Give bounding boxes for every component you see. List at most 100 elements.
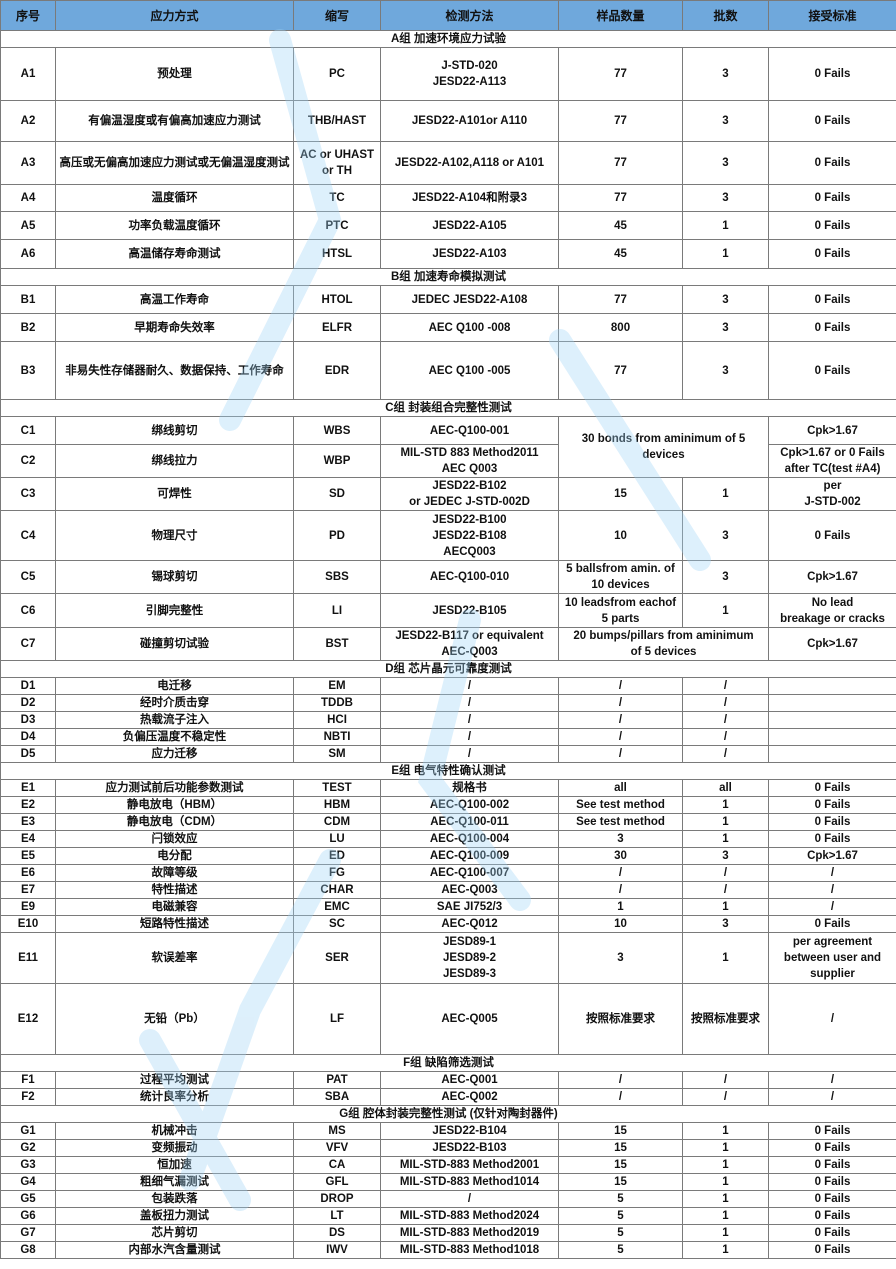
cell-id: G6: [0, 1207, 56, 1225]
cell-criteria: /: [768, 864, 896, 882]
cell-lots: 1: [682, 1139, 769, 1157]
cell-lots: 1: [682, 1224, 769, 1242]
cell-samples: 3: [558, 830, 683, 848]
cell-abbr: EMC: [293, 898, 381, 916]
cell-lots: 3: [682, 100, 769, 142]
header-samples: 样品数量: [558, 0, 683, 31]
cell-abbr: THB/HAST: [293, 100, 381, 142]
cell-lots: /: [682, 881, 769, 899]
cell-criteria: 0 Fails: [768, 1224, 896, 1242]
cell-samples: 15: [558, 1122, 683, 1140]
cell-abbr: AC or UHAST or TH: [293, 141, 381, 185]
cell-stress: 电磁兼容: [55, 898, 294, 916]
cell-stress: 绑线剪切: [55, 416, 294, 445]
cell-stress: 变频振动: [55, 1139, 294, 1157]
cell-lots: 3: [682, 510, 769, 561]
cell-abbr: LI: [293, 593, 381, 628]
table-row: B1 高温工作寿命 HTOL JEDEC JESD22-A108 77 3 0 Fails: [0, 285, 896, 314]
cell-samples: 5: [558, 1190, 683, 1208]
cell-criteria: 0 Fails: [768, 1190, 896, 1208]
cell-samples: /: [558, 677, 683, 695]
cell-stress: 应力迁移: [55, 745, 294, 763]
cell-lots: /: [682, 677, 769, 695]
group-row: G组 腔体封装完整性测试 (仅针对陶封器件): [0, 1105, 896, 1123]
cell-abbr: TEST: [293, 779, 381, 797]
cell-abbr: ELFR: [293, 313, 381, 342]
cell-lots: /: [682, 711, 769, 729]
cell-method: AEC Q100 -005: [380, 341, 559, 400]
cell-stress: 碰撞剪切试验: [55, 627, 294, 661]
cell-criteria: 0 Fails: [768, 830, 896, 848]
cell-method: AEC-Q100-009: [380, 847, 559, 865]
table-row: D4 负偏压温度不稳定性 NBTI / / /: [0, 728, 896, 746]
cell-method: JESD22-B104: [380, 1122, 559, 1140]
cell-stress: 温度循环: [55, 184, 294, 212]
cell-abbr: SM: [293, 745, 381, 763]
group-row: E组 电气特性确认测试: [0, 762, 896, 780]
cell-criteria: 0 Fails: [768, 47, 896, 101]
table-row: G2 变频振动 VFV JESD22-B103 15 1 0 Fails: [0, 1139, 896, 1157]
cell-lots: 1: [682, 813, 769, 831]
group-title: A组 加速环境应力试验: [0, 30, 896, 48]
cell-lots: 1: [682, 211, 769, 240]
cell-criteria: per J-STD-002: [768, 477, 896, 511]
cell-samples: 15: [558, 1173, 683, 1191]
cell-criteria: 0 Fails: [768, 141, 896, 185]
table-row: G4 粗细气漏测试 GFL MIL-STD-883 Method1014 15 1 0 Fa…: [0, 1173, 896, 1191]
cell-samples: 800: [558, 313, 683, 342]
cell-samples: 77: [558, 100, 683, 142]
cell-abbr: SC: [293, 915, 381, 933]
cell-criteria: 0 Fails: [768, 100, 896, 142]
cell-method: JESD22-A102,A118 or A101: [380, 141, 559, 185]
cell-lots: 1: [682, 1173, 769, 1191]
table-row: A5 功率负载温度循环 PTC JESD22-A105 45 1 0 Fails: [0, 211, 896, 240]
cell-abbr: BST: [293, 627, 381, 661]
cell-lots: 1: [682, 1190, 769, 1208]
header-id: 序号: [0, 0, 56, 31]
cell-method: /: [380, 677, 559, 695]
cell-method: AEC-Q003: [380, 881, 559, 899]
cell-abbr: CHAR: [293, 881, 381, 899]
table-row: F1 过程平均测试 PAT AEC-Q001// /: [0, 1071, 896, 1089]
table-row: E9 电磁兼容 EMC SAE JI752/3 1 1/: [0, 898, 896, 916]
cell-lots: 1: [682, 1156, 769, 1174]
group-title: D组 芯片晶元可靠度测试: [0, 660, 896, 678]
cell-samples: /: [558, 881, 683, 899]
cell-abbr: EM: [293, 677, 381, 695]
cell-samples: 1: [558, 898, 683, 916]
cell-method: AEC-Q100-001: [380, 416, 559, 445]
table-row: A4 温度循环 TC JESD22-A104和附录3 77 3 0 Fails: [0, 184, 896, 212]
cell-stress: 负偏压温度不稳定性: [55, 728, 294, 746]
cell-abbr: WBP: [293, 444, 381, 478]
cell-criteria: /: [768, 1088, 896, 1106]
table-body: A组 加速环境应力试验 A1 预处理 PC J-STD-020 JESD22-A113 7…: [0, 30, 896, 1259]
group-title: E组 电气特性确认测试: [0, 762, 896, 780]
cell-abbr: VFV: [293, 1139, 381, 1157]
cell-id: A4: [0, 184, 56, 212]
cell-samples: 15: [558, 477, 683, 511]
cell-criteria: 0 Fails: [768, 285, 896, 314]
cell-criteria: 0 Fails: [768, 313, 896, 342]
cell-abbr: LF: [293, 983, 381, 1055]
cell-abbr: SBS: [293, 560, 381, 594]
cell-samples: 按照标准要求: [558, 983, 683, 1055]
table-row: F2 统计良率分析 SBA AEC-Q002// /: [0, 1088, 896, 1106]
cell-method: /: [380, 728, 559, 746]
cell-id: C2: [0, 444, 56, 478]
cell-abbr: GFL: [293, 1173, 381, 1191]
cell-id: C7: [0, 627, 56, 661]
cell-samples: 5: [558, 1224, 683, 1242]
table-row: C1 绑线剪切 WBS AEC-Q100-001 30 bonds from amini…: [0, 416, 896, 478]
cell-samples: /: [558, 745, 683, 763]
cell-abbr: HTOL: [293, 285, 381, 314]
cell-samples: 30: [558, 847, 683, 865]
cell-lots: /: [682, 864, 769, 882]
cell-criteria: 0 Fails: [768, 211, 896, 240]
cell-samples: 15: [558, 1156, 683, 1174]
cell-lots: 1: [682, 830, 769, 848]
cell-id: D4: [0, 728, 56, 746]
cell-method: 规格书: [380, 779, 559, 797]
group-row: F组 缺陷筛选测试: [0, 1054, 896, 1072]
cell-method: JESD22-B105: [380, 593, 559, 628]
cell-id: E6: [0, 864, 56, 882]
